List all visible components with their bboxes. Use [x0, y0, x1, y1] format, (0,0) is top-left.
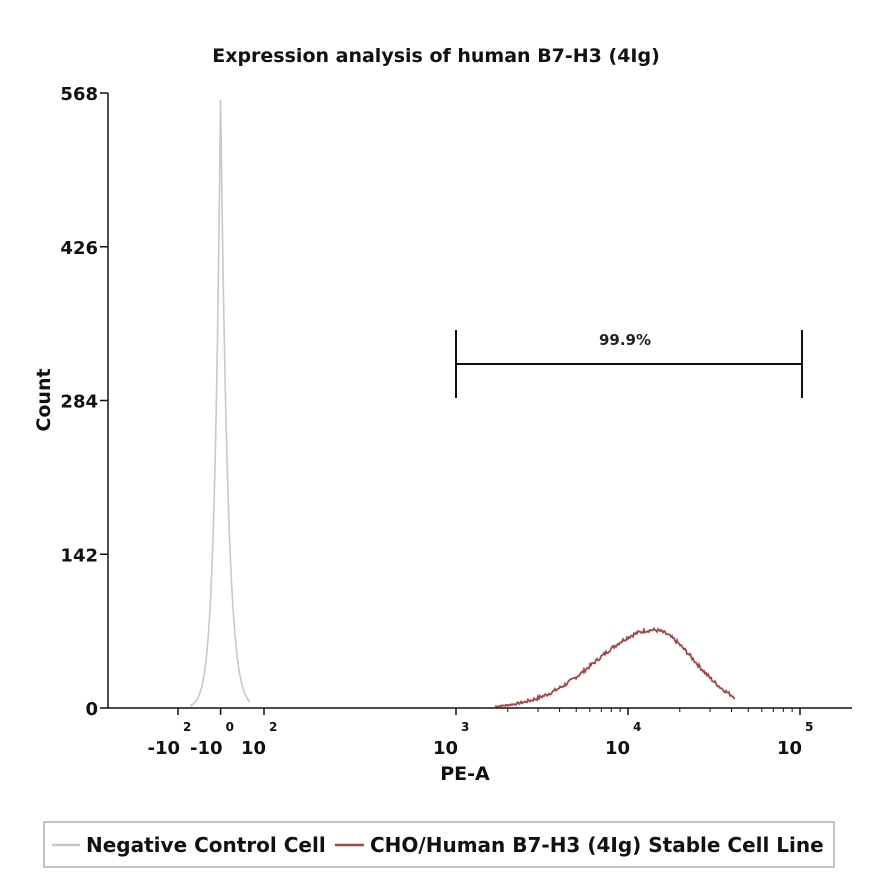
gate-percentage-label: 99.9%: [599, 331, 651, 349]
legend: Negative Control Cell CHO/Human B7-H3 (4…: [43, 821, 835, 868]
x-tick-exponent: 2: [183, 720, 191, 734]
x-tick-base: 10: [777, 738, 802, 759]
plot-area: [189, 99, 736, 708]
y-axis-ticks: 0 142 284 426 568: [60, 84, 108, 720]
series-negative-control: [189, 99, 251, 707]
gate-marker: 99.9%: [455, 330, 803, 398]
legend-box: [43, 821, 835, 868]
series-stable-cell-line: [494, 626, 736, 708]
x-tick-base: -10: [147, 738, 180, 759]
chart-title: Expression analysis of human B7-H3 (4Ig): [212, 45, 660, 67]
y-tick-label: 426: [60, 238, 98, 259]
legend-label-stable-cell-line: CHO/Human B7-H3 (4Ig) Stable Cell Line: [370, 833, 824, 857]
x-tick-base: 10: [241, 738, 266, 759]
y-tick-label: 142: [60, 545, 98, 566]
legend-label-negative-control: Negative Control Cell: [86, 833, 326, 857]
y-tick-label: 284: [60, 392, 98, 413]
y-tick-label: 0: [85, 699, 98, 720]
x-tick-base: -10: [190, 738, 223, 759]
x-tick-exponent: 0: [226, 720, 234, 734]
x-tick-base: 10: [433, 738, 458, 759]
y-tick-label: 568: [60, 84, 98, 105]
x-tick-base: 10: [605, 738, 630, 759]
x-tick-exponent: 4: [633, 720, 641, 734]
x-tick-exponent: 2: [269, 720, 277, 734]
x-axis-label: PE-A: [440, 763, 490, 785]
x-tick-exponent: 3: [461, 720, 469, 734]
y-axis-label: Count: [33, 368, 55, 431]
x-tick-exponent: 5: [805, 720, 813, 734]
